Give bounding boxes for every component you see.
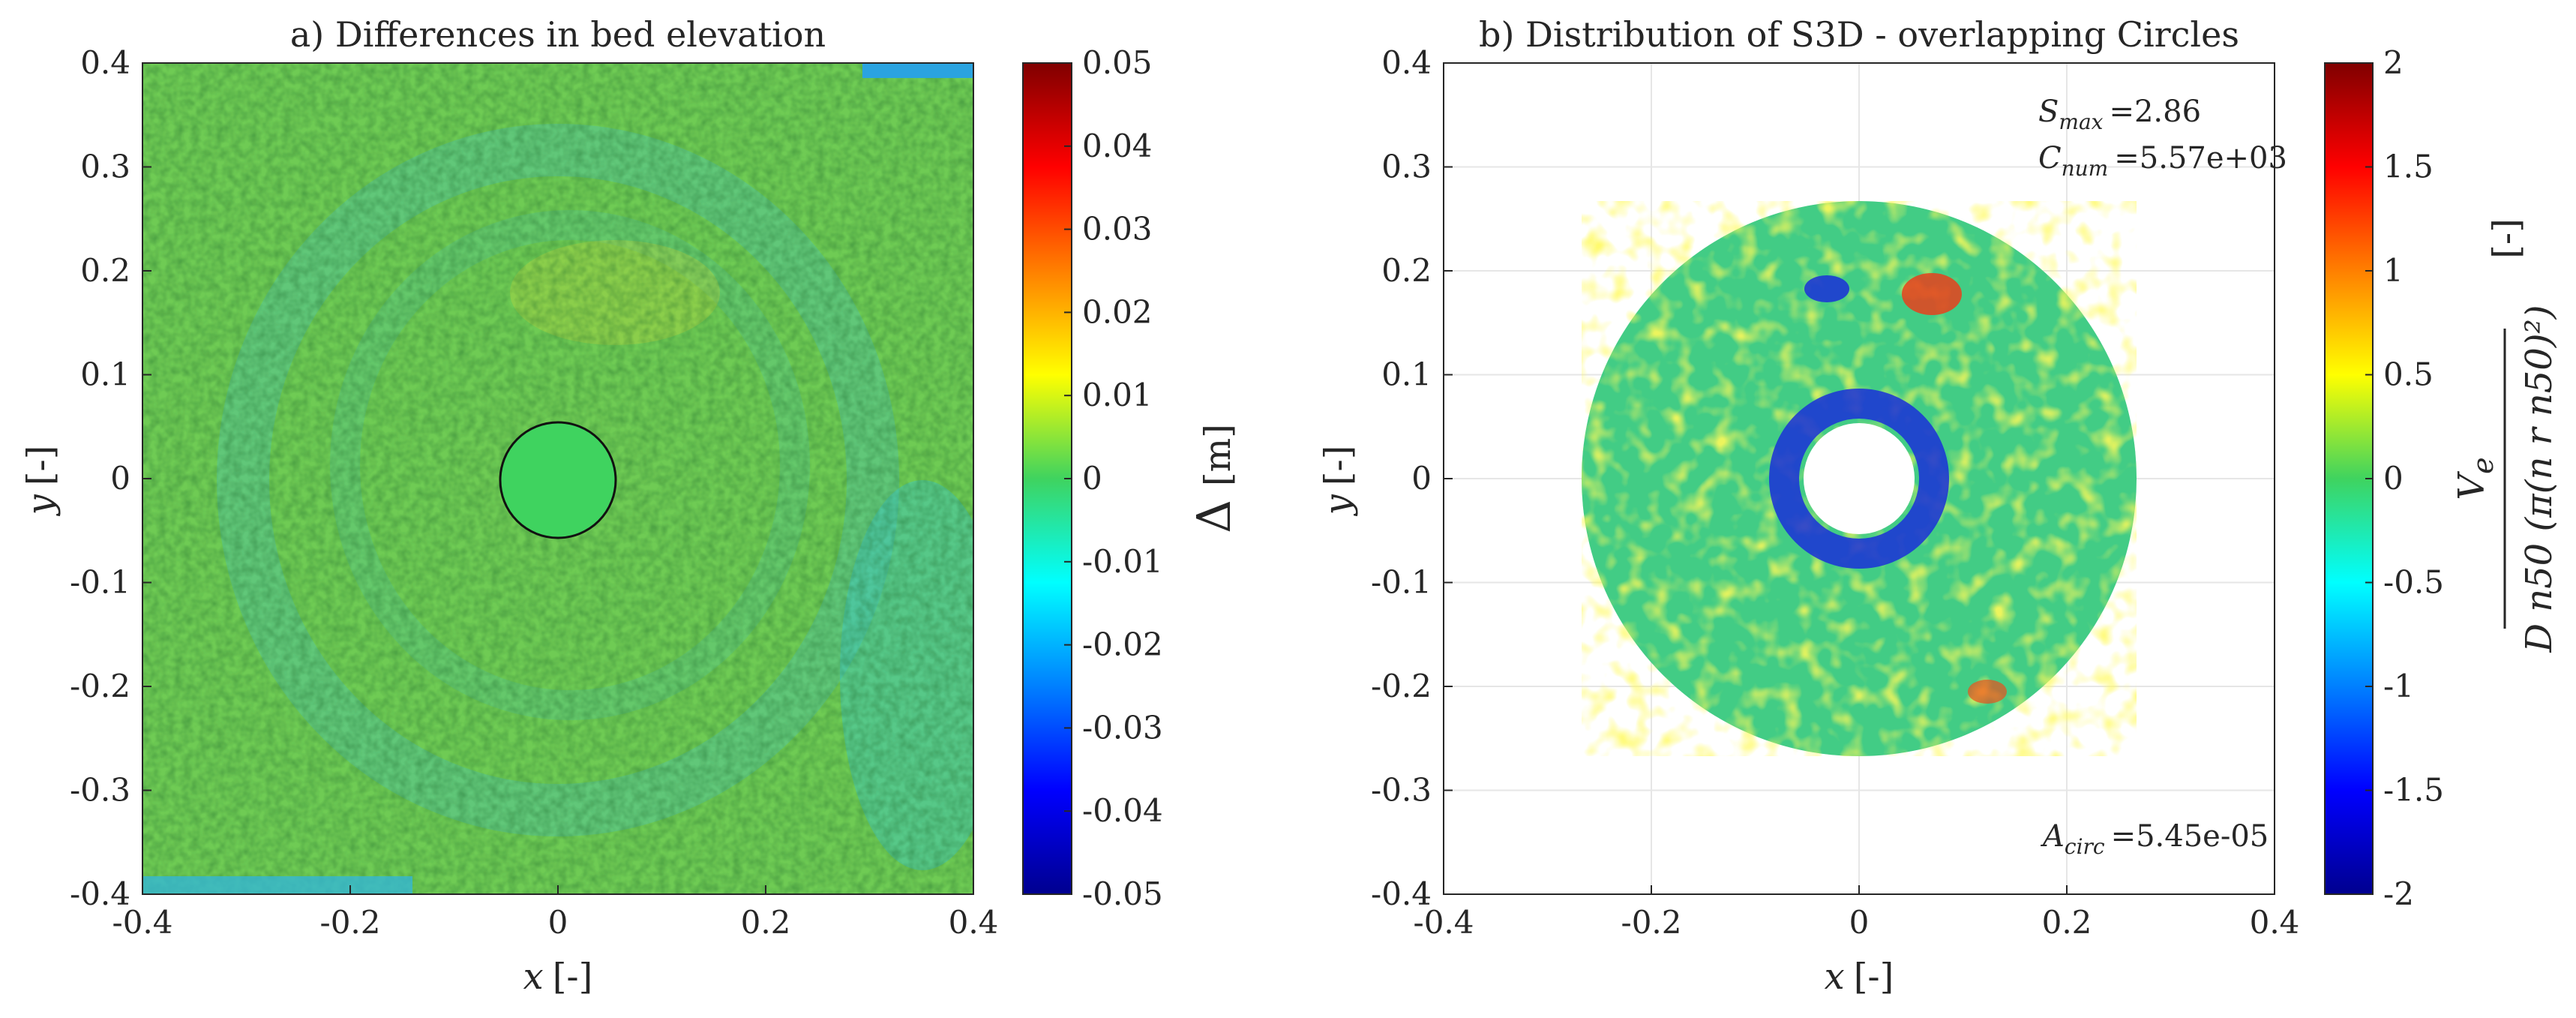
panel-a-colorbar xyxy=(1022,62,1072,895)
annotation-a-circ: Acirc =5.45e-05 xyxy=(2040,819,2269,859)
colorbar-tick-label: -2 xyxy=(2383,875,2414,912)
x-tick-label: 0 xyxy=(1849,904,1870,941)
s3d-annulus xyxy=(1582,201,2137,756)
colorbar-tick-label: 0 xyxy=(2383,460,2404,497)
colorbar-tick-label: 2 xyxy=(2383,44,2404,81)
colorbar-tick-label: 0.01 xyxy=(1082,377,1153,413)
panel-a-colorbar-label: Δ[m] xyxy=(1186,424,1241,533)
x-tick-label: 0.4 xyxy=(2250,904,2300,941)
colorbar-tick-label: -0.5 xyxy=(2383,564,2444,601)
colorbar-tick-label: -0.01 xyxy=(1082,543,1163,580)
panel-a-title: a) Differences in bed elevation xyxy=(290,14,826,55)
inner-scour-ring xyxy=(1769,389,1949,569)
colorbar-label-denominator: D n50 (π(n r n50)²) xyxy=(2518,305,2560,653)
y-tick-label: -0.2 xyxy=(1371,668,1432,704)
panel-a-colorbar-ticks: 0.05 0.04 0.03 0.02 0.01 0 -0.01 -0.02 -0.03 -0.0… xyxy=(1064,44,1163,912)
y-tick-label: -0.4 xyxy=(70,875,130,912)
panel-b-plot-area xyxy=(1444,63,2275,894)
y-tick-label: 0 xyxy=(110,460,130,497)
x-tick-label: -0.2 xyxy=(1621,904,1682,941)
colorbar-tick-label: 0.04 xyxy=(1082,128,1153,164)
colorbar-tick-label: -0.04 xyxy=(1082,792,1163,829)
monopile xyxy=(499,421,617,539)
colorbar-tick-label: -0.05 xyxy=(1082,875,1163,912)
y-tick-label: -0.4 xyxy=(1371,875,1432,912)
y-tick-label: 0.3 xyxy=(1381,149,1432,185)
y-tick-label: -0.3 xyxy=(70,772,130,809)
x-tick-label: -0.2 xyxy=(320,904,381,941)
x-tick-label: 0.2 xyxy=(741,904,791,941)
colorbar-tick-label: 0.5 xyxy=(2383,356,2434,393)
colorbar-tick-label: 1 xyxy=(2383,252,2404,289)
panel-b-colorbar-label: Ve D n50 (π(n r n50)²) [-] xyxy=(2451,218,2560,653)
colorbar-tick-label: -1 xyxy=(2383,668,2414,704)
panel-a-xlabel: x [-] xyxy=(523,956,593,998)
y-tick-label: 0.2 xyxy=(80,252,130,289)
panel-a: a) Differences in bed elevation -0.4 -0.2… xyxy=(19,14,1241,998)
colorbar-tick-label: 0 xyxy=(1082,460,1102,497)
colorbar-tick-label: -1.5 xyxy=(2383,772,2444,809)
top-edge-strip xyxy=(862,63,973,78)
blue-spot-top xyxy=(1804,275,1849,302)
colorbar-tick-label: 0.03 xyxy=(1082,211,1153,248)
panel-b-y-ticks: 0.4 0.3 0.2 0.1 0 -0.1 -0.2 -0.3 -0.4 xyxy=(1371,44,1453,912)
y-tick-label: 0.1 xyxy=(80,356,130,393)
panel-b: b) Distribution of S3D - overlapping Cir… xyxy=(1317,14,2560,998)
annotation-s-max: Smax =2.86 xyxy=(2038,95,2201,134)
panel-b-xlabel: x [-] xyxy=(1825,956,1894,998)
colorbar-tick-label: 0.02 xyxy=(1082,293,1153,330)
panel-a-ylabel: y[-] xyxy=(19,446,61,517)
annotation-c-num: Cnum =5.57e+03 xyxy=(2038,141,2287,181)
x-tick-label: 0.2 xyxy=(2042,904,2092,941)
y-tick-label: 0.4 xyxy=(80,44,130,81)
panel-b-colorbar-ticks: 2 1.5 1 0.5 0 -0.5 -1 -1.5 -2 xyxy=(2365,44,2444,912)
y-tick-label: 0 xyxy=(1411,460,1432,497)
y-tick-label: -0.1 xyxy=(1371,564,1432,601)
panel-b-ylabel: y[-] xyxy=(1317,446,1359,517)
colorbar-label-numerator: Ve xyxy=(2451,457,2500,500)
x-tick-label: 0.4 xyxy=(949,904,999,941)
colorbar-tick-label: 0.05 xyxy=(1082,44,1153,81)
colorbar-tick-label: 1.5 xyxy=(2383,149,2434,185)
panel-b-x-ticks: -0.4 -0.2 0 0.2 0.4 xyxy=(1414,885,2300,941)
x-tick-label: 0 xyxy=(548,904,568,941)
y-tick-label: 0.4 xyxy=(1381,44,1432,81)
panel-b-colorbar xyxy=(2324,62,2374,895)
panel-a-x-ticks: -0.4 -0.2 0 0.2 0.4 xyxy=(112,885,999,941)
red-spot xyxy=(1902,273,1962,315)
panel-b-title: b) Distribution of S3D - overlapping Cir… xyxy=(1479,14,2239,55)
y-tick-label: -0.3 xyxy=(1371,772,1432,809)
y-tick-label: 0.3 xyxy=(80,149,130,185)
colorbar-tick-label: -0.02 xyxy=(1082,626,1163,663)
pile-hole xyxy=(1804,423,1915,534)
colorbar-tick-label: -0.03 xyxy=(1082,709,1163,746)
bottom-edge-strip xyxy=(142,876,412,894)
y-tick-label: 0.2 xyxy=(1381,252,1432,289)
colorbar-label-unit: [-] xyxy=(2485,218,2527,259)
y-tick-label: 0.1 xyxy=(1381,356,1432,393)
red-spot-lower xyxy=(1968,680,2007,704)
x-tick-label: -0.4 xyxy=(1414,904,1474,941)
x-tick-label: -0.4 xyxy=(112,904,173,941)
y-tick-label: -0.2 xyxy=(70,668,130,704)
panel-a-y-ticks: 0.4 0.3 0.2 0.1 0 -0.1 -0.2 -0.3 -0.4 xyxy=(70,44,151,912)
y-tick-label: -0.1 xyxy=(70,564,130,601)
